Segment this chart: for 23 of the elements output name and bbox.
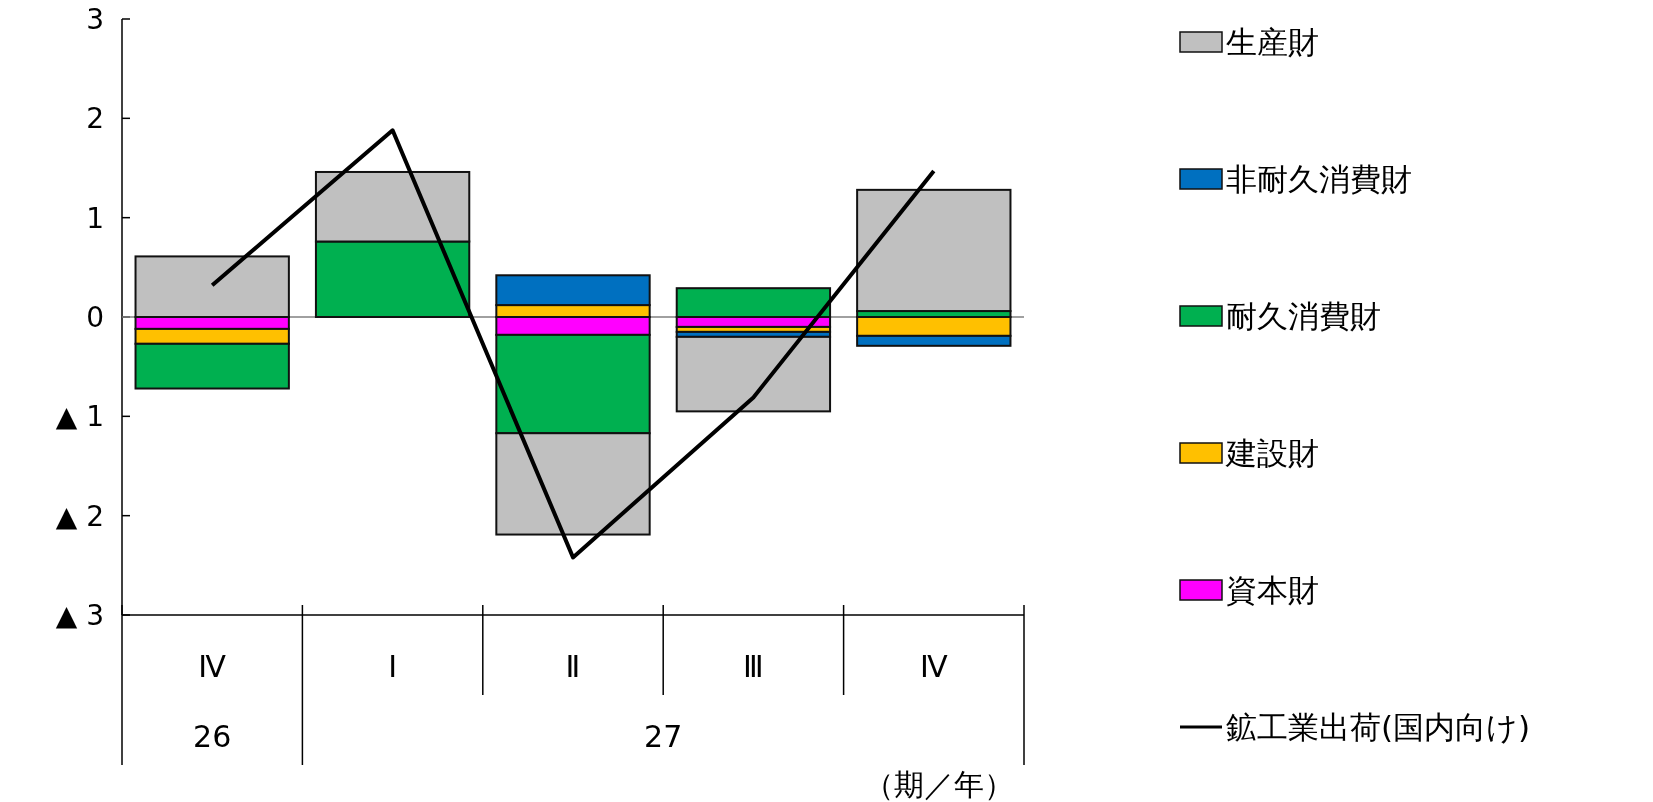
y-tick-label: 1 <box>86 201 104 235</box>
x-tick-label: Ⅱ <box>565 649 581 684</box>
y-tick-label: ▲ 3 <box>55 599 104 632</box>
line-series <box>210 128 936 560</box>
y-tick-label: ▲ 1 <box>55 400 104 434</box>
x-tick-label: Ⅳ <box>919 649 948 684</box>
legend-label: 資本財 <box>1226 572 1319 608</box>
bar <box>675 335 832 413</box>
y-tick-label: 3 <box>86 3 104 36</box>
legend-label: 鉱工業出荷(国内向け) <box>1226 709 1531 745</box>
y-tick-label: 2 <box>86 102 104 136</box>
x-axis-title: （期／年） <box>864 767 1014 802</box>
legend-label: 耐久消費財 <box>1226 298 1381 334</box>
legend-label: 非耐久消費財 <box>1226 161 1412 197</box>
y-tick-label: 0 <box>86 301 104 334</box>
legend-label: 生産財 <box>1226 24 1319 60</box>
x-tick-label: Ⅰ <box>388 649 398 684</box>
text: 27 <box>644 719 683 754</box>
y-tick-label: ▲ 2 <box>55 499 104 533</box>
text: 26 <box>193 719 232 754</box>
x-tick-label: Ⅳ <box>198 649 227 684</box>
legend-label: 建設財 <box>1225 435 1319 471</box>
x-tick-label: Ⅲ <box>743 649 764 684</box>
